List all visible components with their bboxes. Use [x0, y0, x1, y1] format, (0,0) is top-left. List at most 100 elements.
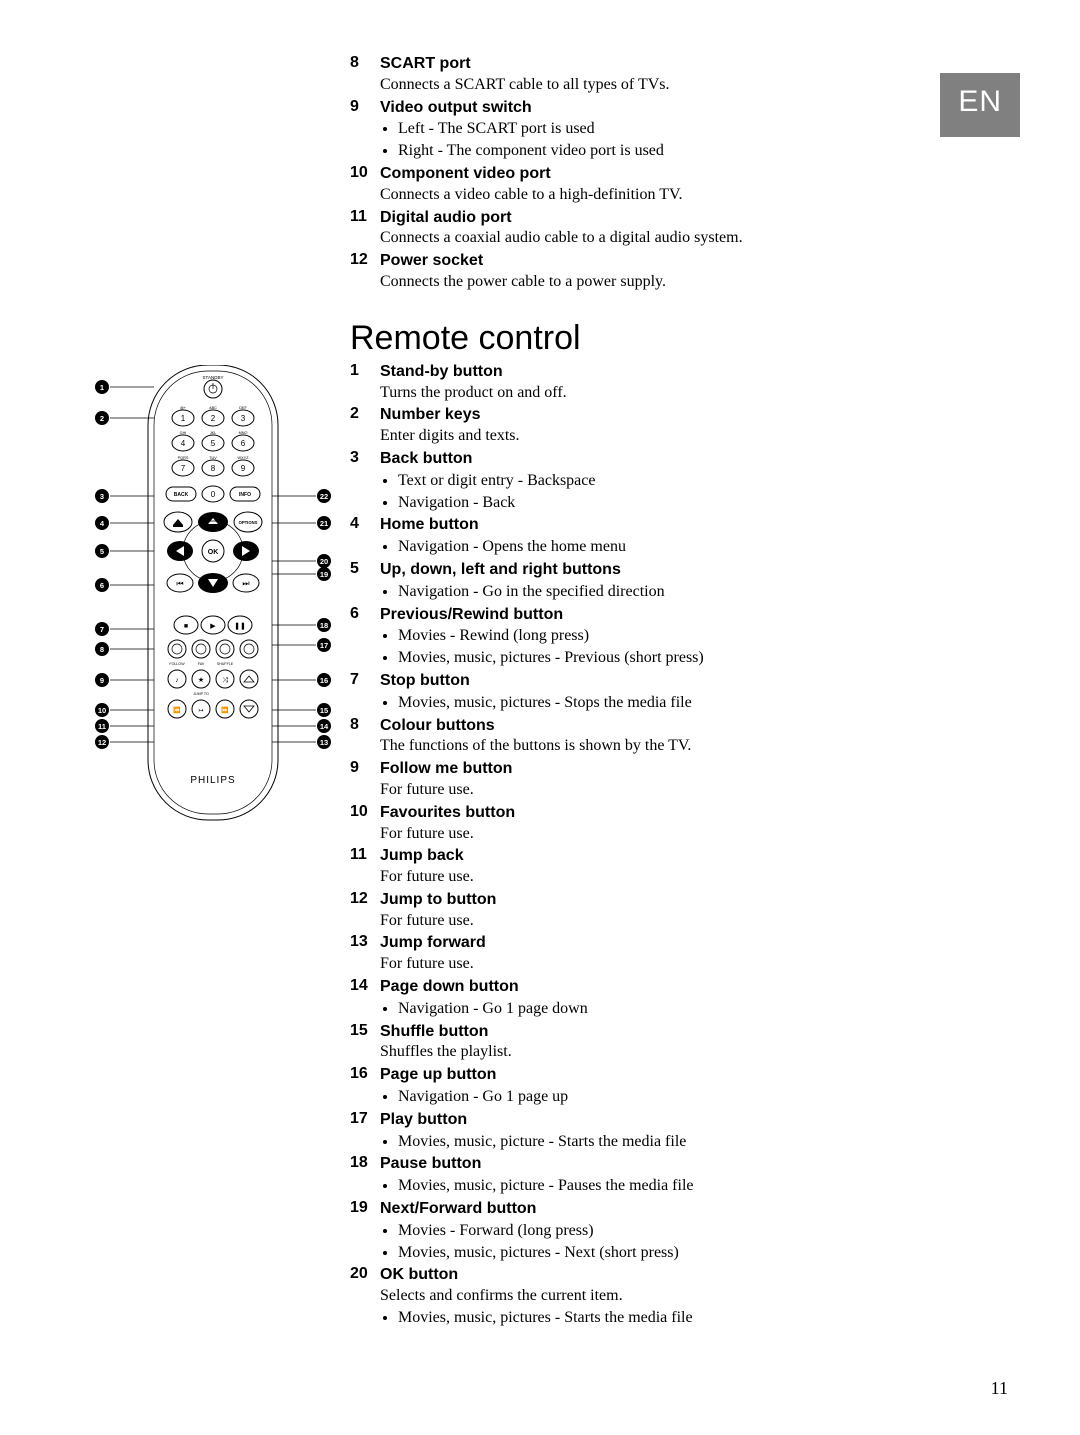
item-body: SCART portConnects a SCART cable to all … — [380, 54, 910, 96]
item-title: Jump forward — [380, 933, 910, 954]
item-body: Jump to buttonFor future use. — [380, 890, 910, 932]
svg-text:9: 9 — [241, 464, 246, 473]
item-title: Up, down, left and right buttons — [380, 560, 910, 581]
list-item: 8Colour buttonsThe functions of the butt… — [350, 716, 910, 758]
item-number: 9 — [350, 759, 380, 801]
item-bullets: Movies, music, pictures - Starts the med… — [380, 1308, 910, 1329]
item-body: Home buttonNavigation - Opens the home m… — [380, 515, 910, 558]
item-title: Favourites button — [380, 803, 910, 824]
item-number: 3 — [350, 449, 380, 513]
svg-text:19: 19 — [320, 570, 328, 579]
list-item: 9Follow me buttonFor future use. — [350, 759, 910, 801]
bullet: Movies, music, pictures - Starts the med… — [398, 1308, 910, 1329]
bullet: Movies, music, picture - Starts the medi… — [398, 1132, 910, 1153]
svg-text:⏪: ⏪ — [173, 706, 181, 714]
list-item: 13Jump forwardFor future use. — [350, 933, 910, 975]
list-item: 12Power socketConnects the power cable t… — [350, 251, 910, 293]
svg-text:OPTIONS: OPTIONS — [239, 520, 258, 525]
list-item: 10Component video portConnects a video c… — [350, 164, 910, 206]
bullet: Navigation - Opens the home menu — [398, 537, 910, 558]
item-title: Next/Forward button — [380, 1199, 910, 1220]
item-body: Up, down, left and right buttonsNavigati… — [380, 560, 910, 603]
list-item: 7Stop buttonMovies, music, pictures - St… — [350, 671, 910, 714]
item-number: 2 — [350, 405, 380, 447]
list-item: 5Up, down, left and right buttonsNavigat… — [350, 560, 910, 603]
item-title: Play button — [380, 1110, 910, 1131]
item-body: Next/Forward buttonMovies - Forward (lon… — [380, 1199, 910, 1263]
bullet: Navigation - Go 1 page up — [398, 1087, 910, 1108]
item-title: Jump to button — [380, 890, 910, 911]
list-item: 3Back buttonText or digit entry - Backsp… — [350, 449, 910, 513]
item-number: 14 — [350, 977, 380, 1020]
item-desc: For future use. — [380, 954, 910, 975]
list-item: 1Stand-by buttonTurns the product on and… — [350, 362, 910, 404]
item-number: 15 — [350, 1022, 380, 1064]
svg-text:↦: ↦ — [198, 708, 203, 714]
svg-text:14: 14 — [320, 722, 329, 731]
svg-text:⏩: ⏩ — [221, 706, 229, 714]
item-body: Previous/Rewind buttonMovies - Rewind (l… — [380, 605, 910, 669]
item-desc: For future use. — [380, 867, 910, 888]
item-desc: For future use. — [380, 911, 910, 932]
item-body: Pause buttonMovies, music, picture - Pau… — [380, 1154, 910, 1197]
svg-text:15: 15 — [320, 706, 328, 715]
list-item: 11Digital audio portConnects a coaxial a… — [350, 208, 910, 250]
remote-diagram: STANDBY@+1ABC2DEF3GHI4JKL5MNO6PQRS7TUV8W… — [88, 365, 338, 835]
svg-text:3: 3 — [100, 492, 104, 501]
item-title: Home button — [380, 515, 910, 536]
item-bullets: Navigation - Opens the home menu — [380, 537, 910, 558]
item-body: Colour buttonsThe functions of the butto… — [380, 716, 910, 758]
svg-text:GHI: GHI — [180, 431, 187, 435]
svg-text:18: 18 — [320, 621, 328, 630]
svg-text:BACK: BACK — [174, 492, 189, 498]
item-number: 11 — [350, 846, 380, 888]
item-number: 7 — [350, 671, 380, 714]
item-body: Play buttonMovies, music, picture - Star… — [380, 1110, 910, 1153]
item-bullets: Navigation - Go 1 page down — [380, 999, 910, 1020]
item-bullets: Movies, music, picture - Pauses the medi… — [380, 1176, 910, 1197]
list-item: 17Play buttonMovies, music, picture - St… — [350, 1110, 910, 1153]
bullet: Movies - Rewind (long press) — [398, 626, 910, 647]
item-body: Back buttonText or digit entry - Backspa… — [380, 449, 910, 513]
item-body: Page up buttonNavigation - Go 1 page up — [380, 1065, 910, 1108]
main-column: 8 SCART portConnects a SCART cable to all… — [350, 52, 910, 1329]
item-desc: Selects and confirms the current item. — [380, 1286, 910, 1307]
item-title: Pause button — [380, 1154, 910, 1175]
svg-text:STANDBY: STANDBY — [203, 375, 224, 380]
svg-text:@+: @+ — [180, 406, 187, 410]
item-body: Digital audio portConnects a coaxial aud… — [380, 208, 910, 250]
item-number: 9 — [350, 98, 380, 162]
svg-text:♪: ♪ — [175, 676, 179, 684]
svg-text:JUMP TO: JUMP TO — [193, 692, 209, 696]
item-desc: Shuffles the playlist. — [380, 1042, 910, 1063]
item-number: 4 — [350, 515, 380, 558]
item-number: 13 — [350, 933, 380, 975]
svg-text:13: 13 — [320, 738, 328, 747]
item-number: 10 — [350, 164, 380, 206]
svg-text:1: 1 — [181, 414, 186, 423]
svg-text:20: 20 — [320, 557, 328, 566]
item-number: 5 — [350, 560, 380, 603]
svg-text:★: ★ — [198, 676, 204, 684]
item-body: Favourites buttonFor future use. — [380, 803, 910, 845]
list-item: 15Shuffle buttonShuffles the playlist. — [350, 1022, 910, 1064]
svg-text:JKL: JKL — [210, 431, 217, 435]
svg-text:6: 6 — [241, 439, 246, 448]
list-item: 12Jump to buttonFor future use. — [350, 890, 910, 932]
svg-text:2: 2 — [211, 414, 216, 423]
bullet: Movies, music, pictures - Stops the medi… — [398, 693, 910, 714]
item-bullets: Navigation - Go in the specified directi… — [380, 582, 910, 603]
item-desc: Connects a video cable to a high-definit… — [380, 185, 910, 206]
item-title: Previous/Rewind button — [380, 605, 910, 626]
item-number: 11 — [350, 208, 380, 250]
svg-text:21: 21 — [320, 519, 328, 528]
item-number: 20 — [350, 1265, 380, 1328]
item-number: 1 — [350, 362, 380, 404]
section-heading: Remote control — [350, 319, 910, 358]
item-title: Component video port — [380, 164, 910, 185]
svg-text:12: 12 — [98, 738, 106, 747]
item-number: 8 — [350, 716, 380, 758]
language-tab: EN — [940, 73, 1020, 137]
svg-text:2: 2 — [100, 414, 104, 423]
item-desc: Connects the power cable to a power supp… — [380, 272, 910, 293]
